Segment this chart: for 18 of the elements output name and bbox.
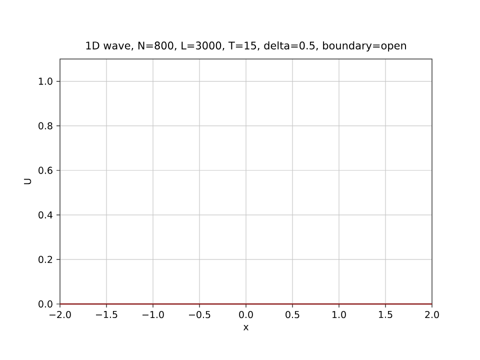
y-tick-label: 0.6	[38, 166, 52, 174]
y-tick-label: 0.2	[38, 256, 52, 264]
y-tick-label: 0.0	[38, 300, 52, 308]
x-tick-label: 0.5	[286, 311, 300, 318]
chart-title: 1D wave, N=800, L=3000, T=15, delta=0.5, boundary=open	[86, 41, 406, 52]
x-tick-label: −0.5	[189, 311, 210, 318]
x-tick-label: −2.0	[50, 311, 71, 318]
y-tick-label: 0.4	[38, 211, 52, 218]
x-tick-label: 1.0	[332, 311, 346, 318]
y-tick-label: 0.8	[38, 122, 52, 130]
y-tick-label: 1.0	[38, 78, 52, 85]
x-tick-label: −1.5	[96, 311, 118, 318]
x-tick-label: 2.0	[425, 311, 439, 318]
x-tick-label: −1.0	[142, 311, 164, 318]
x-axis-title: x	[243, 325, 248, 330]
y-axis-title: U	[24, 178, 32, 184]
x-tick-label: 1.5	[379, 311, 392, 318]
x-tick-label: 0.0	[239, 311, 253, 318]
